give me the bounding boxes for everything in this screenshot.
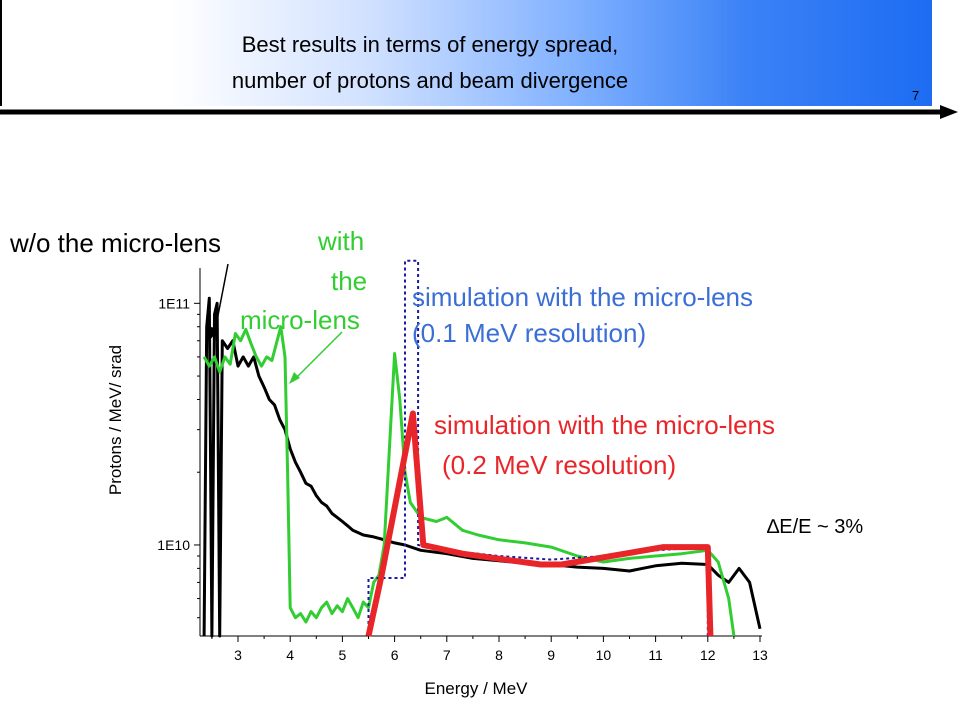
header-band	[0, 0, 932, 106]
x-tick-label: 13	[752, 647, 768, 663]
y-tick-label: 1E10	[157, 537, 190, 553]
arrow-without-lens	[213, 263, 229, 337]
annotation-sim-01-line1: simulation with the micro-lens	[412, 282, 754, 312]
x-tick-label: 12	[700, 647, 716, 663]
annotation-with-lens-3: micro-lens	[240, 305, 360, 335]
annotation-with-lens-1: with	[318, 226, 365, 256]
arrow-with-lens	[293, 331, 343, 381]
slide-number: 7	[912, 88, 920, 103]
x-tick-label: 3	[234, 647, 242, 663]
slide-title-line2: number of protons and beam divergence	[231, 68, 629, 93]
x-axis-title: Energy / MeV	[425, 679, 529, 698]
x-tick-label: 4	[286, 647, 294, 663]
arrowhead-without-lens	[210, 327, 219, 340]
y-axis-title: Protons / MeV/ srad	[106, 345, 125, 495]
x-tick-label: 9	[547, 647, 555, 663]
annotation-without-lens: w/o the micro-lens	[10, 228, 221, 258]
header-arrow	[0, 105, 958, 119]
arrowhead-with-lens	[289, 372, 300, 384]
annotation-sim-01-line2: (0.1 MeV resolution)	[412, 318, 647, 348]
annotation-sim-02-line2: (0.2 MeV resolution)	[442, 450, 677, 480]
x-tick-label: 5	[339, 647, 347, 663]
annotation-with-lens-2: the	[331, 266, 368, 296]
x-tick-label: 11	[648, 647, 663, 663]
annotation-sim-02-line1: simulation with the micro-lens	[434, 410, 776, 440]
slide-title-line1: Best results in terms of energy spread,	[241, 32, 619, 57]
series-line-1	[202, 325, 736, 637]
series-line-3	[365, 410, 714, 637]
y-tick-label: 1E11	[158, 295, 190, 311]
x-tick-label: 8	[495, 647, 503, 663]
x-tick-label: 7	[443, 647, 451, 663]
x-tick-label: 10	[596, 647, 612, 663]
x-tick-label: 6	[391, 647, 399, 663]
annotation-energy-spread: ∆E/E ~ 3%	[767, 516, 864, 538]
